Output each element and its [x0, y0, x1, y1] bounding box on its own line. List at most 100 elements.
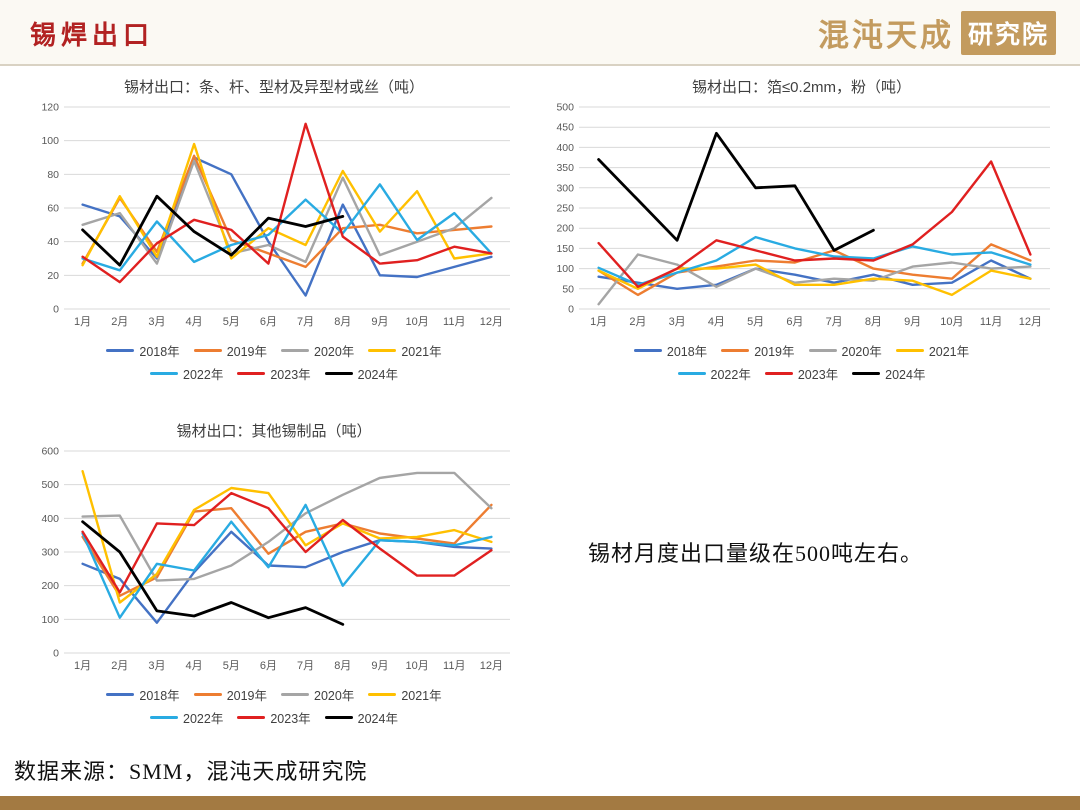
legend-label: 2024年: [357, 712, 398, 726]
y-tick-label: 200: [41, 580, 59, 592]
x-tick-label: 5月: [223, 316, 240, 328]
x-tick-label: 1月: [74, 316, 91, 328]
x-tick-label: 6月: [260, 316, 277, 328]
x-tick-label: 7月: [826, 316, 843, 328]
x-tick-label: 3月: [148, 660, 165, 672]
legend-swatch: [324, 715, 353, 720]
legend-swatch: [721, 348, 750, 353]
legend-swatch: [852, 371, 881, 376]
x-tick-label: 9月: [904, 316, 921, 328]
legend-item: 2021年: [895, 341, 970, 360]
chart-legend: 2018年 2019年 2020年 2021年 2022年 2023年 2024年: [28, 685, 520, 727]
legend-swatch: [895, 348, 924, 353]
series-line-2022年: [81, 503, 493, 619]
x-tick-label: 4月: [186, 316, 203, 328]
y-tick-label: 350: [556, 162, 574, 174]
legend-label: 2022年: [710, 368, 751, 382]
series-line-2022年: [597, 235, 1032, 287]
series-line-2020年: [81, 159, 493, 265]
series-line-2024年: [81, 520, 345, 626]
series-line-2018年: [597, 259, 1032, 291]
x-tick-label: 8月: [865, 316, 882, 328]
legend-item: 2021年: [368, 685, 442, 704]
legend-item: 2020年: [281, 685, 354, 704]
legend-item: 2022年: [150, 708, 223, 727]
x-tick-label: 8月: [334, 316, 351, 328]
legend-row: 2018年 2019年 2020年 2021年: [106, 341, 442, 360]
legend-swatch: [150, 371, 179, 376]
chart-legend: 2018年 2019年 2020年 2021年 2022年 2023年 2024年: [28, 341, 520, 383]
legend-item: 2018年: [106, 685, 180, 704]
y-tick-label: 40: [47, 236, 59, 248]
y-tick-label: 300: [556, 182, 574, 194]
line-chart-svg: 0 20 40 60 80 100 120 1月 2月 3月 4月 5月 6月 7月 8月 9月 10月 11月 1…: [41, 102, 510, 328]
legend-item: 2019年: [193, 685, 267, 704]
legend-label: 2018年: [139, 689, 180, 703]
line-chart-svg: 0 100 200 300 400 500 600 1月 2月 3月 4月 5月 6月 7月 8月 9月 10月…: [41, 446, 510, 672]
y-tick-label: 120: [41, 102, 59, 114]
legend-row: 2022年 2023年 2024年: [150, 364, 398, 383]
legend-item: 2018年: [633, 341, 708, 360]
legend-label: 2018年: [139, 345, 180, 359]
y-tick-label: 100: [41, 135, 59, 147]
y-tick-label: 300: [41, 547, 59, 559]
x-tick-label: 10月: [405, 316, 428, 328]
legend-label: 2021年: [928, 345, 970, 359]
legend-label: 2021年: [401, 689, 442, 703]
series-line-2019年: [597, 243, 1032, 297]
legend-label: 2019年: [754, 345, 795, 359]
series-line-2023年: [81, 122, 493, 284]
y-tick-label: 400: [556, 142, 574, 154]
x-tick-label: 4月: [186, 660, 203, 672]
series-line-2022年: [81, 183, 493, 272]
x-tick-label: 2月: [111, 660, 128, 672]
x-tick-label: 5月: [747, 316, 764, 328]
legend-item: 2022年: [677, 364, 751, 383]
x-tick-label: 9月: [371, 660, 388, 672]
legend-item: 2024年: [852, 364, 925, 383]
x-tick-label: 6月: [260, 660, 277, 672]
y-tick-label: 100: [41, 614, 59, 626]
x-tick-label: 9月: [371, 316, 388, 328]
x-tick-label: 7月: [297, 316, 314, 328]
bottom-accent-bar: [0, 796, 1080, 810]
chart-legend: 2018年 2019年 2020年 2021年 2022年 2023年 2024年: [543, 341, 1060, 383]
logo-script-text: 混沌天成: [817, 18, 954, 53]
x-tick-label: 11月: [980, 316, 1002, 328]
legend-item: 2020年: [808, 341, 882, 360]
chart-title: 锡材出口：其他锡制品（吨）: [176, 423, 372, 440]
x-tick-label: 7月: [297, 660, 314, 672]
y-tick-label: 0: [53, 648, 59, 660]
x-tick-label: 5月: [223, 660, 240, 672]
chart-other-tin-products: 锡材出口：其他锡制品（吨） 0 100 200 300 400 500 600 1月 2月 3月 4月…: [28, 418, 520, 727]
legend-label: 2023年: [270, 368, 311, 382]
legend-item: 2022年: [150, 364, 223, 383]
series-line-2023年: [597, 160, 1032, 289]
y-tick-label: 60: [47, 203, 59, 215]
legend-swatch: [808, 348, 837, 353]
chart-title: 锡材出口：箔≤0.2mm，粉（吨）: [691, 79, 912, 96]
y-tick-label: 600: [41, 446, 59, 458]
x-tick-label: 1月: [590, 316, 607, 328]
chart-tin-bars-rods: 锡材出口：条、杆、型材及异型材或丝（吨） 0 20 40 60 80 100 120 1月 2月 3…: [28, 74, 520, 383]
legend-row: 2022年 2023年 2024年: [677, 364, 925, 383]
y-tick-label: 100: [556, 263, 574, 275]
legend-item: 2019年: [193, 341, 267, 360]
legend-swatch: [368, 692, 397, 697]
legend-label: 2023年: [797, 368, 839, 382]
line-chart-svg: 0 50 100 150 200 250 300 350 400 450 500 1月 2月 3月 4月 5月…: [556, 102, 1050, 328]
legend-label: 2022年: [183, 712, 224, 726]
legend-label: 2018年: [666, 345, 708, 359]
x-tick-label: 2月: [629, 316, 646, 328]
legend-row: 2022年 2023年 2024年: [150, 708, 398, 727]
legend-item: 2019年: [721, 341, 795, 360]
y-tick-label: 0: [568, 304, 574, 316]
company-logo: 混沌天成 研究院: [818, 10, 1056, 55]
legend-swatch: [193, 348, 222, 353]
x-tick-label: 4月: [708, 316, 725, 328]
series-line-2018年: [81, 156, 493, 297]
y-tick-label: 20: [47, 270, 59, 282]
series-line-2021年: [81, 142, 493, 267]
legend-swatch: [633, 348, 662, 353]
